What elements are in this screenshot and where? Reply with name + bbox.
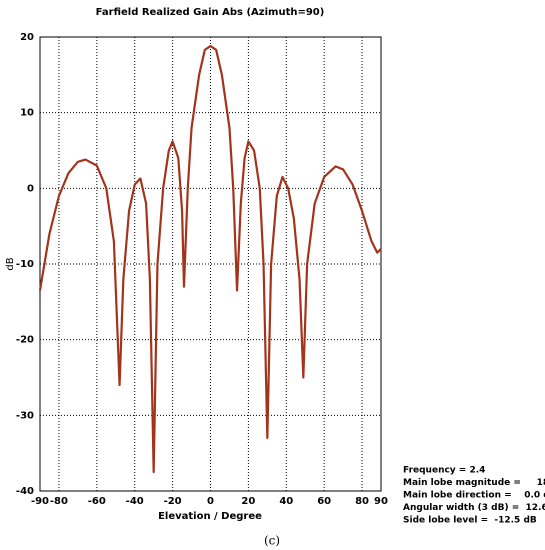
x-tick-label: -40 [126, 496, 144, 507]
x-tick-label: -80 [50, 496, 68, 507]
caption: (c) [264, 534, 280, 548]
y-axis-label: dB [5, 257, 16, 270]
x-tick-label: -20 [164, 496, 182, 507]
y-tick-label: -20 [16, 335, 34, 346]
y-tick-label: -30 [16, 410, 34, 421]
x-axis-label: Elevation / Degree [158, 511, 262, 522]
y-tick-label: -40 [16, 486, 34, 497]
chart-title: Farfield Realized Gain Abs (Azimuth=90) [96, 7, 325, 18]
annotation: Angular width (3 dB) = 12.6 deg. [403, 503, 545, 513]
x-tick-label: -90 [31, 496, 49, 507]
annotation: Main lobe magnitude = 18.8 dB [403, 478, 545, 488]
x-tick-label: -60 [88, 496, 106, 507]
x-tick-label: 80 [355, 496, 369, 507]
annotation: Main lobe direction = 0.0 deg. [403, 491, 545, 501]
data-line [38, 44, 382, 474]
annotation: Side lobe level = -12.5 dB [403, 516, 537, 526]
x-tick-label: 20 [241, 496, 255, 507]
x-tick-label: 40 [279, 496, 293, 507]
y-tick-label: 10 [20, 108, 34, 119]
x-tick-label: 60 [317, 496, 331, 507]
x-tick-label: 0 [207, 496, 214, 507]
y-tick-label: 0 [27, 183, 34, 194]
y-tick-label: 20 [20, 32, 34, 43]
x-tick-label: 90 [374, 496, 388, 507]
y-tick-label: -10 [16, 259, 34, 270]
annotation: Frequency = 2.4 [403, 466, 485, 476]
